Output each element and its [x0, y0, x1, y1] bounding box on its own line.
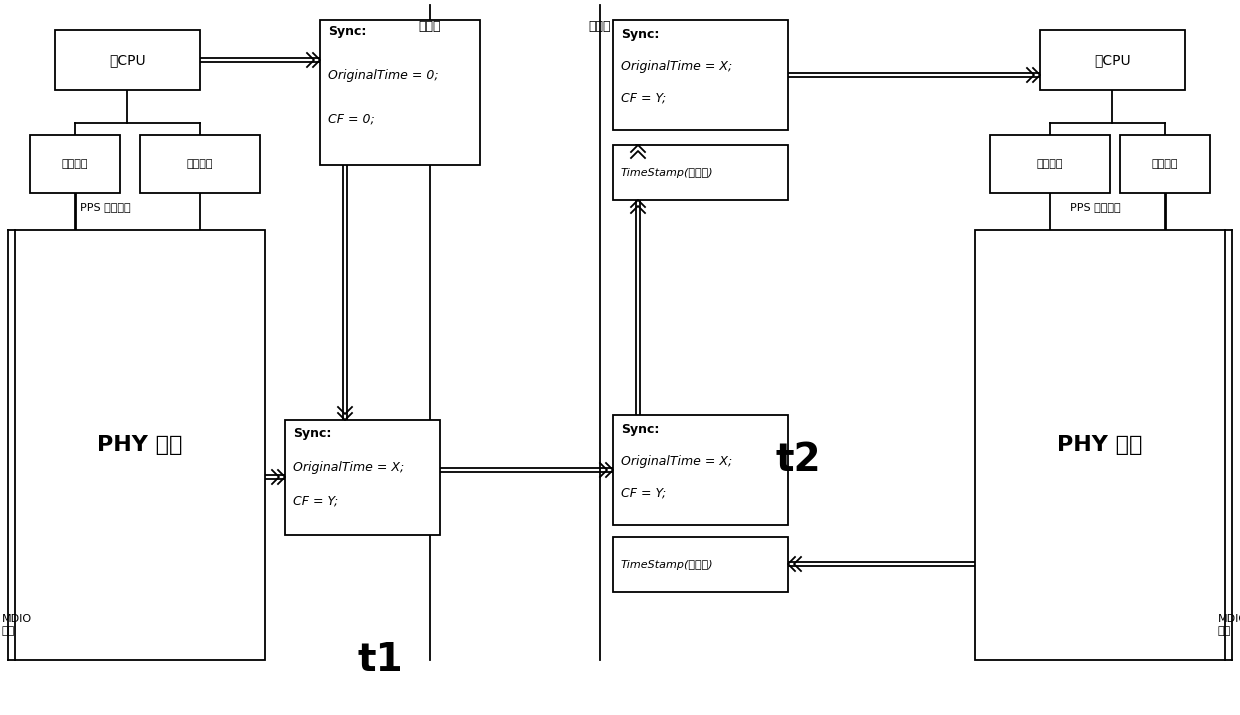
- Text: MDIO
总线: MDIO 总线: [2, 614, 32, 636]
- Text: 时钟芯片: 时钟芯片: [62, 159, 88, 169]
- Text: CF = Y;: CF = Y;: [621, 487, 666, 500]
- Text: PHY 芯片: PHY 芯片: [97, 435, 182, 455]
- Bar: [975, 230, 1225, 660]
- Text: Sync:: Sync:: [621, 423, 660, 435]
- Text: PPS 脖冲信号: PPS 脖冲信号: [1070, 202, 1121, 212]
- Text: MDIO
总线: MDIO 总线: [1218, 614, 1240, 636]
- Text: Sync:: Sync:: [293, 428, 331, 440]
- Text: 从设备: 从设备: [589, 20, 611, 33]
- Text: CF = Y;: CF = Y;: [293, 495, 339, 508]
- Text: OriginalTime = 0;: OriginalTime = 0;: [329, 69, 439, 82]
- Text: t2: t2: [775, 441, 821, 479]
- Bar: [613, 537, 787, 592]
- Text: PPS 脖冲信号: PPS 脖冲信号: [81, 202, 130, 212]
- Text: TimeStamp(从设备): TimeStamp(从设备): [621, 560, 714, 570]
- Text: Sync:: Sync:: [329, 25, 366, 39]
- Text: OriginalTime = X;: OriginalTime = X;: [293, 461, 404, 474]
- Bar: [613, 415, 787, 525]
- Text: 交换芯片: 交换芯片: [1037, 159, 1063, 169]
- Bar: [55, 30, 200, 90]
- Bar: [285, 420, 440, 535]
- Text: CF = 0;: CF = 0;: [329, 112, 374, 126]
- Bar: [140, 135, 260, 193]
- Text: 时钟芯片: 时钟芯片: [1152, 159, 1178, 169]
- Text: OriginalTime = X;: OriginalTime = X;: [621, 455, 733, 468]
- Bar: [613, 145, 787, 200]
- Text: Sync:: Sync:: [621, 28, 660, 41]
- Text: OriginalTime = X;: OriginalTime = X;: [621, 59, 733, 73]
- Text: 主CPU: 主CPU: [109, 53, 146, 67]
- Text: CF = Y;: CF = Y;: [621, 92, 666, 104]
- Bar: [613, 20, 787, 130]
- Text: TimeStamp(从设备): TimeStamp(从设备): [621, 167, 714, 177]
- Bar: [1120, 135, 1210, 193]
- Bar: [30, 135, 120, 193]
- Text: 主CPU: 主CPU: [1094, 53, 1131, 67]
- Bar: [990, 135, 1110, 193]
- Bar: [320, 20, 480, 165]
- Text: PHY 芯片: PHY 芯片: [1058, 435, 1143, 455]
- Text: t1: t1: [357, 641, 403, 679]
- Text: 交换芯片: 交换芯片: [187, 159, 213, 169]
- Bar: [15, 230, 265, 660]
- Bar: [1040, 30, 1185, 90]
- Text: 主设备: 主设备: [419, 20, 441, 33]
